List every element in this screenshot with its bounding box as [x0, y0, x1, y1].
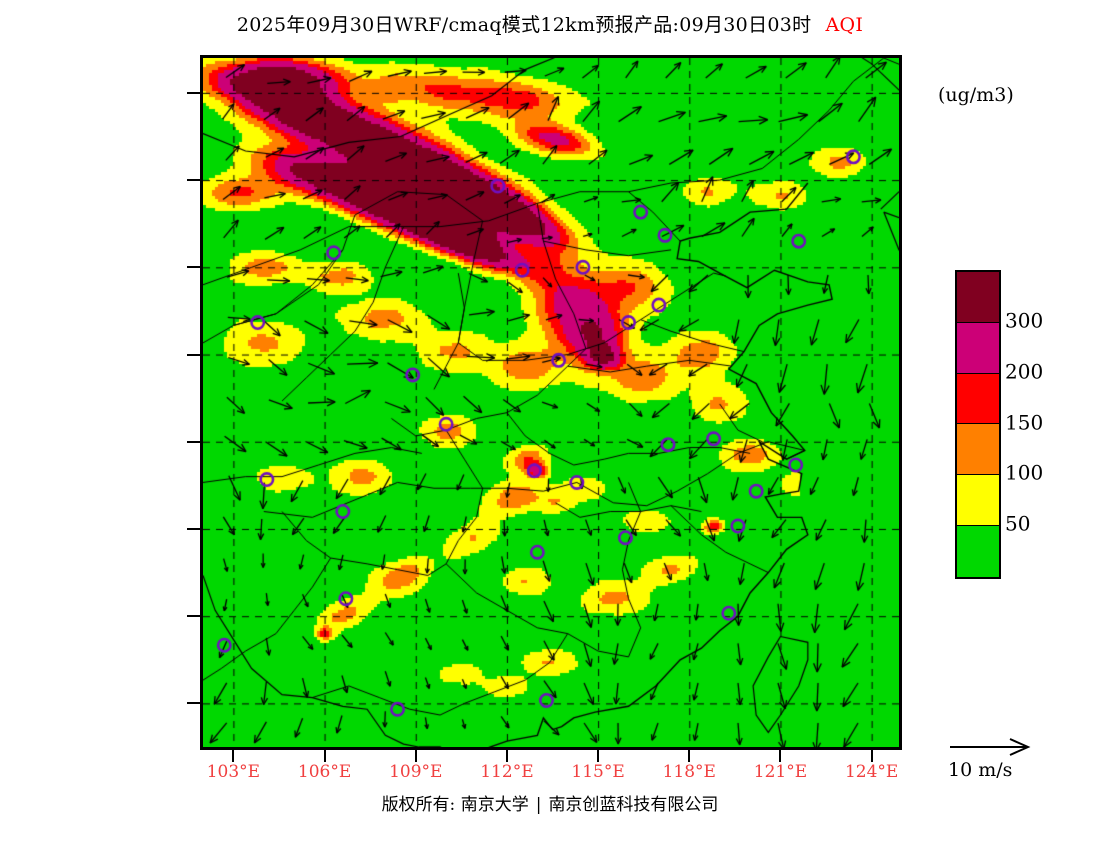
- lon-label-124°E: 124°E: [844, 762, 899, 782]
- colorbar-band-50: [957, 475, 999, 527]
- copyright-notice: 版权所有: 南京大学 | 南京创蓝科技有限公司: [0, 790, 1100, 815]
- lon-label-118°E: 118°E: [662, 762, 716, 782]
- lon-label-103°E: 103°E: [206, 762, 261, 782]
- lat-tick: [187, 702, 200, 705]
- lat-tick: [187, 353, 200, 356]
- lat-tick: [187, 615, 200, 618]
- colorbar-units-label: (ug/m3): [938, 84, 1014, 106]
- lon-label-109°E: 109°E: [389, 762, 443, 782]
- lon-label-121°E: 121°E: [753, 762, 808, 782]
- lon-label-115°E: 115°E: [571, 762, 625, 782]
- lon-tick: [232, 750, 235, 762]
- lat-tick: [187, 266, 200, 269]
- colorbar-tick-300: 300: [1005, 308, 1044, 333]
- colorbar-band-200: [957, 322, 999, 374]
- lon-tick: [779, 750, 782, 762]
- aqi-colorbar[interactable]: [955, 270, 1001, 579]
- colorbar-tick-50: 50: [1005, 511, 1031, 536]
- copyright-separator: |: [535, 795, 542, 815]
- title-text: 2025年09月30日WRF/cmaq模式12km预报产品:09月30日03时: [236, 14, 812, 36]
- lat-tick: [187, 527, 200, 530]
- lat-tick: [187, 179, 200, 182]
- title-variable: AQI: [825, 14, 864, 36]
- lon-label-112°E: 112°E: [480, 762, 534, 782]
- lat-tick: [187, 91, 200, 94]
- colorbar-band-100: [957, 424, 999, 476]
- wind-scale-key: 10 m/s: [948, 738, 1098, 781]
- copyright-left: 版权所有: 南京大学: [381, 795, 529, 815]
- lon-tick: [505, 750, 508, 762]
- colorbar-tick-200: 200: [1005, 359, 1044, 384]
- lon-tick: [414, 750, 417, 762]
- aqi-heatmap-canvas: [203, 58, 899, 747]
- forecast-map[interactable]: [187, 55, 902, 762]
- map-frame: [200, 55, 902, 750]
- colorbar-tick-150: 150: [1005, 410, 1044, 435]
- colorbar-band-300: [957, 272, 999, 323]
- lon-tick: [597, 750, 600, 762]
- copyright-right: 南京创蓝科技有限公司: [548, 795, 719, 815]
- wind-scale-label: 10 m/s: [948, 759, 1013, 781]
- lon-tick: [323, 750, 326, 762]
- colorbar-band-150: [957, 373, 999, 425]
- arrow-right-icon: [950, 738, 1031, 756]
- lon-tick: [688, 750, 691, 762]
- colorbar-band-base: [957, 526, 999, 577]
- lon-label-106°E: 106°E: [297, 762, 352, 782]
- page-title: 2025年09月30日WRF/cmaq模式12km预报产品:09月30日03时 A…: [0, 10, 1100, 37]
- lon-tick: [870, 750, 873, 762]
- lat-tick: [187, 440, 200, 443]
- colorbar-tick-100: 100: [1005, 460, 1044, 485]
